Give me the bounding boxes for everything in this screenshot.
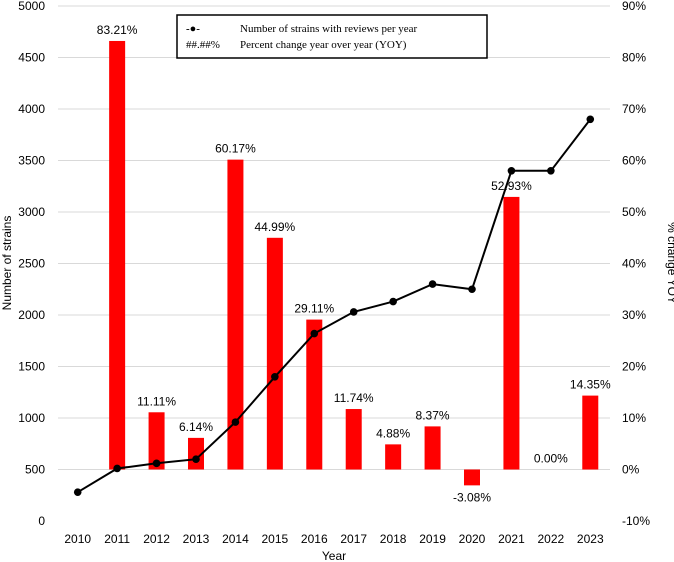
- x-tick-label: 2014: [222, 532, 249, 546]
- y-tick-label: 5000: [18, 0, 45, 13]
- data-labels: 83.21% 11.11%6.14% 60.17% 44.99% 29.11% 11.74…: [97, 23, 611, 504]
- y-tick-label: 1000: [18, 411, 45, 425]
- y-tick-label: 3500: [18, 154, 45, 168]
- x-tick-label: 2012: [143, 532, 170, 546]
- y2-tick-label: -10%: [622, 514, 650, 528]
- line-point: [113, 464, 121, 473]
- bar-data-label: 60.17%: [215, 142, 256, 156]
- bar-data-label: 0.00%: [534, 452, 568, 466]
- x-tick-label: 2019: [419, 532, 446, 546]
- bar: [188, 437, 204, 470]
- legend-bar-label: Percent change year over year (YOY): [240, 39, 407, 51]
- x-tick-label: 2023: [577, 532, 604, 546]
- legend-box: [176, 14, 488, 59]
- line-point: [310, 329, 319, 338]
- y2-tick-label: 10%: [622, 411, 646, 425]
- line-point: [389, 297, 397, 306]
- bar: [109, 40, 126, 470]
- y2-tick-label: 40%: [622, 257, 646, 271]
- line-point: [586, 115, 595, 124]
- y-tick-label: 1500: [18, 360, 45, 374]
- bar-data-label: 44.99%: [255, 220, 296, 234]
- bar: [582, 395, 599, 470]
- x-tick-label: 2021: [498, 532, 525, 546]
- y2-tick-label: 80%: [622, 51, 646, 65]
- series-line: [77, 118, 592, 494]
- bar-data-label: 14.35%: [570, 378, 611, 392]
- x-tick-label: 2016: [301, 532, 328, 546]
- bar-data-label: -3.08%: [453, 490, 491, 504]
- bar-data-label: 8.37%: [416, 408, 450, 422]
- legend-line-symbol: -●-: [186, 23, 200, 35]
- bar: [306, 319, 323, 470]
- x-tick-label: 2017: [340, 532, 367, 546]
- x-tick-label: 2015: [262, 532, 289, 546]
- x-tick-label: 2022: [538, 532, 565, 546]
- y2-axis-title: % change YOY: [665, 222, 674, 304]
- x-tick-label: 2010: [64, 532, 91, 546]
- y-tick-label: 2000: [18, 308, 45, 322]
- tick-labels: 0 500 1000 1500 2000 2500 3000 3500 4000 4500 5000…: [18, 0, 650, 546]
- x-tick-label: 2018: [380, 532, 407, 546]
- legend-bar-symbol: ##.##%: [186, 39, 220, 51]
- y-tick-label: 4000: [18, 102, 45, 116]
- y2-tick-label: 20%: [622, 360, 646, 374]
- bar-data-label: 11.11%: [137, 394, 176, 408]
- x-tick-label: 2020: [459, 532, 486, 546]
- bar-data-label: 4.88%: [376, 426, 410, 440]
- bar: [345, 409, 362, 470]
- y-tick-label: 2500: [18, 257, 45, 271]
- line-point: [152, 459, 161, 468]
- bar-data-label: 52.93%: [491, 179, 532, 193]
- line-point: [547, 167, 555, 175]
- y2-tick-label: 70%: [622, 102, 646, 116]
- bar: [464, 469, 480, 486]
- bar-data-label: 83.21%: [97, 23, 138, 37]
- x-tick-label: 2013: [183, 532, 210, 546]
- bar-series: [109, 40, 599, 486]
- bar: [503, 196, 520, 470]
- line-point: [192, 455, 200, 464]
- y2-tick-label: 90%: [622, 0, 646, 13]
- bar-data-label: 6.14%: [179, 420, 213, 434]
- bar: [424, 426, 441, 470]
- y-tick-label: 3000: [18, 205, 45, 219]
- legend: -●- Number of strains with reviews per y…: [176, 14, 488, 59]
- x-tick-label: 2011: [104, 532, 130, 546]
- bar-data-label: 29.11%: [294, 302, 334, 316]
- line-point: [349, 308, 358, 316]
- y2-tick-label: 30%: [622, 308, 646, 322]
- bar: [266, 237, 283, 470]
- x-axis-title: Year: [322, 549, 346, 562]
- bar: [227, 159, 244, 470]
- line-point: [271, 373, 279, 381]
- y2-tick-label: 60%: [622, 154, 646, 168]
- y2-tick-label: 50%: [622, 205, 646, 219]
- line-point: [507, 167, 516, 175]
- line-point: [428, 280, 437, 288]
- line-point: [231, 418, 240, 426]
- y-axis-title: Number of strains: [0, 216, 14, 311]
- y-tick-label: 4500: [18, 51, 45, 65]
- y-tick-label: 500: [25, 463, 45, 477]
- line-series: [73, 115, 595, 496]
- line-point: [73, 488, 82, 496]
- bar: [148, 412, 165, 470]
- bar: [385, 444, 402, 470]
- bar-data-label: 11.74%: [334, 391, 374, 405]
- line-point: [468, 285, 476, 294]
- legend-line-label: Number of strains with reviews per year: [240, 23, 418, 35]
- y-tick-label: 0: [38, 514, 45, 528]
- y2-tick-label: 0%: [622, 463, 640, 477]
